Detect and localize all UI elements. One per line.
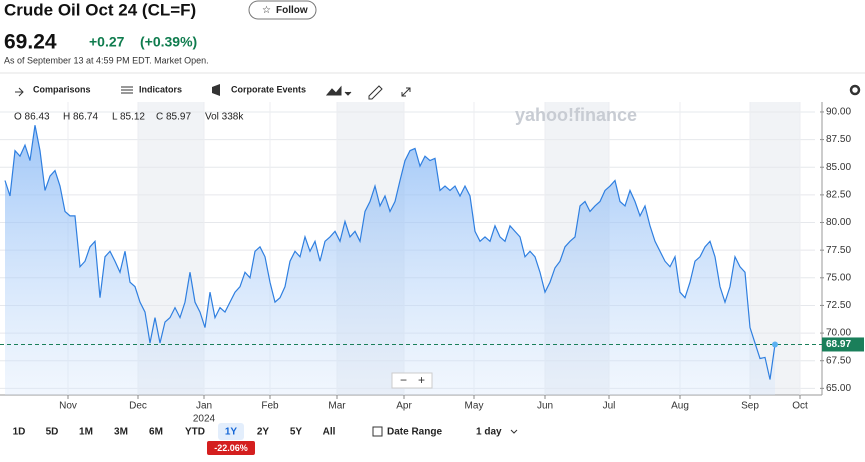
y-tick-label: 77.50 bbox=[826, 245, 851, 256]
last-price-label: 68.97 bbox=[826, 339, 851, 350]
zoom-control bbox=[391, 372, 433, 389]
x-tick-label: Oct bbox=[792, 401, 808, 412]
last-price-dot bbox=[772, 341, 778, 348]
chart: 65.00 67.50 70.00 72.50 75.00 77.50 80.00 82.50… bbox=[0, 102, 864, 425]
events-icon bbox=[212, 84, 220, 96]
y-tick-label: 85.00 bbox=[826, 162, 851, 173]
comparisons-icon bbox=[15, 87, 24, 97]
area bbox=[5, 125, 775, 395]
change: +0.27 bbox=[89, 34, 125, 50]
range-button[interactable]: 5Y bbox=[290, 427, 303, 438]
date-range[interactable]: Date Range bbox=[387, 427, 442, 438]
last-price-tag bbox=[822, 337, 864, 352]
toolbar-item[interactable]: Indicators bbox=[139, 84, 182, 94]
range-button[interactable]: 1D bbox=[13, 427, 26, 438]
range-button[interactable]: All bbox=[323, 427, 336, 438]
toolbar-item[interactable]: Comparisons bbox=[33, 84, 91, 94]
x-tick-label: Feb bbox=[261, 401, 279, 412]
range-button[interactable]: 2Y bbox=[257, 427, 270, 438]
x-tick-label: Jul bbox=[603, 401, 616, 412]
range-button[interactable]: 1Y bbox=[225, 427, 238, 438]
ohlc-label: Vol 338k bbox=[205, 112, 244, 123]
interval-caret bbox=[510, 429, 518, 434]
year-label: 2024 bbox=[193, 414, 216, 425]
expand-icon[interactable] bbox=[401, 87, 411, 97]
range-button[interactable]: 6M bbox=[149, 427, 163, 438]
settings-icon[interactable] bbox=[849, 84, 861, 96]
ohlc-label: H 86.74 bbox=[63, 112, 98, 123]
x-tick-label: May bbox=[465, 401, 484, 412]
ohlc-label: L 85.12 bbox=[112, 112, 145, 123]
line bbox=[4, 125, 776, 380]
draw-icon[interactable] bbox=[368, 85, 383, 100]
x-tick-label: Jun bbox=[537, 401, 553, 412]
range-change-badge bbox=[207, 441, 255, 455]
x-tick-label: Nov bbox=[59, 401, 77, 412]
x-tick-label: Mar bbox=[328, 401, 346, 412]
y-tick-label: 72.50 bbox=[826, 300, 851, 311]
x-tick-label: Aug bbox=[671, 401, 689, 412]
range-buttons: 1D 5D 1M 3M 6M YTD 1Y 2Y 5Y All -22.06% bbox=[13, 423, 336, 455]
follow-label[interactable]: Follow bbox=[276, 5, 308, 16]
zoom-in[interactable]: + bbox=[418, 373, 425, 387]
chart-type-icon[interactable] bbox=[325, 85, 352, 96]
y-tick-label: 65.00 bbox=[826, 383, 851, 394]
range-button[interactable]: YTD bbox=[185, 427, 205, 438]
follow-button[interactable] bbox=[248, 0, 317, 20]
y-tick-label: 67.50 bbox=[826, 355, 851, 366]
toolbar-item[interactable]: Corporate Events bbox=[231, 84, 306, 94]
y-tick-label: 87.50 bbox=[826, 134, 851, 145]
y-tick-label: 82.50 bbox=[826, 190, 851, 201]
change-pct: (+0.39%) bbox=[140, 34, 197, 50]
y-tick-label: 75.00 bbox=[826, 272, 851, 283]
title: Crude Oil Oct 24 (CL=F) bbox=[4, 0, 196, 19]
range-button[interactable]: 5D bbox=[46, 427, 59, 438]
ohlc-label: C 85.97 bbox=[156, 112, 191, 123]
watermark: yahoo!finance bbox=[515, 105, 637, 125]
x-tick-label: Jan bbox=[196, 401, 212, 412]
as-of: As of September 13 at 4:59 PM EDT. Marke… bbox=[4, 55, 209, 65]
x-tick-label: Dec bbox=[129, 401, 147, 412]
range-button[interactable]: 3M bbox=[114, 427, 128, 438]
x-tick-label: Apr bbox=[396, 401, 412, 412]
interval[interactable]: 1 day bbox=[476, 427, 502, 438]
range-button[interactable]: 1M bbox=[79, 427, 93, 438]
zoom-out[interactable]: − bbox=[400, 373, 407, 387]
y-tick-label: 80.00 bbox=[826, 217, 851, 228]
follow-star: ☆ bbox=[262, 5, 271, 16]
range-change: -22.06% bbox=[214, 443, 248, 453]
ohlc-label: O 86.43 bbox=[14, 112, 50, 123]
y-tick-label: 70.00 bbox=[826, 328, 851, 339]
range-selected bbox=[218, 423, 244, 440]
indicators-icon bbox=[121, 86, 133, 94]
price: 69.24 bbox=[4, 31, 57, 54]
x-tick-label: Sep bbox=[741, 401, 759, 412]
calendar-icon bbox=[372, 426, 383, 437]
y-tick-label: 90.00 bbox=[826, 107, 851, 118]
